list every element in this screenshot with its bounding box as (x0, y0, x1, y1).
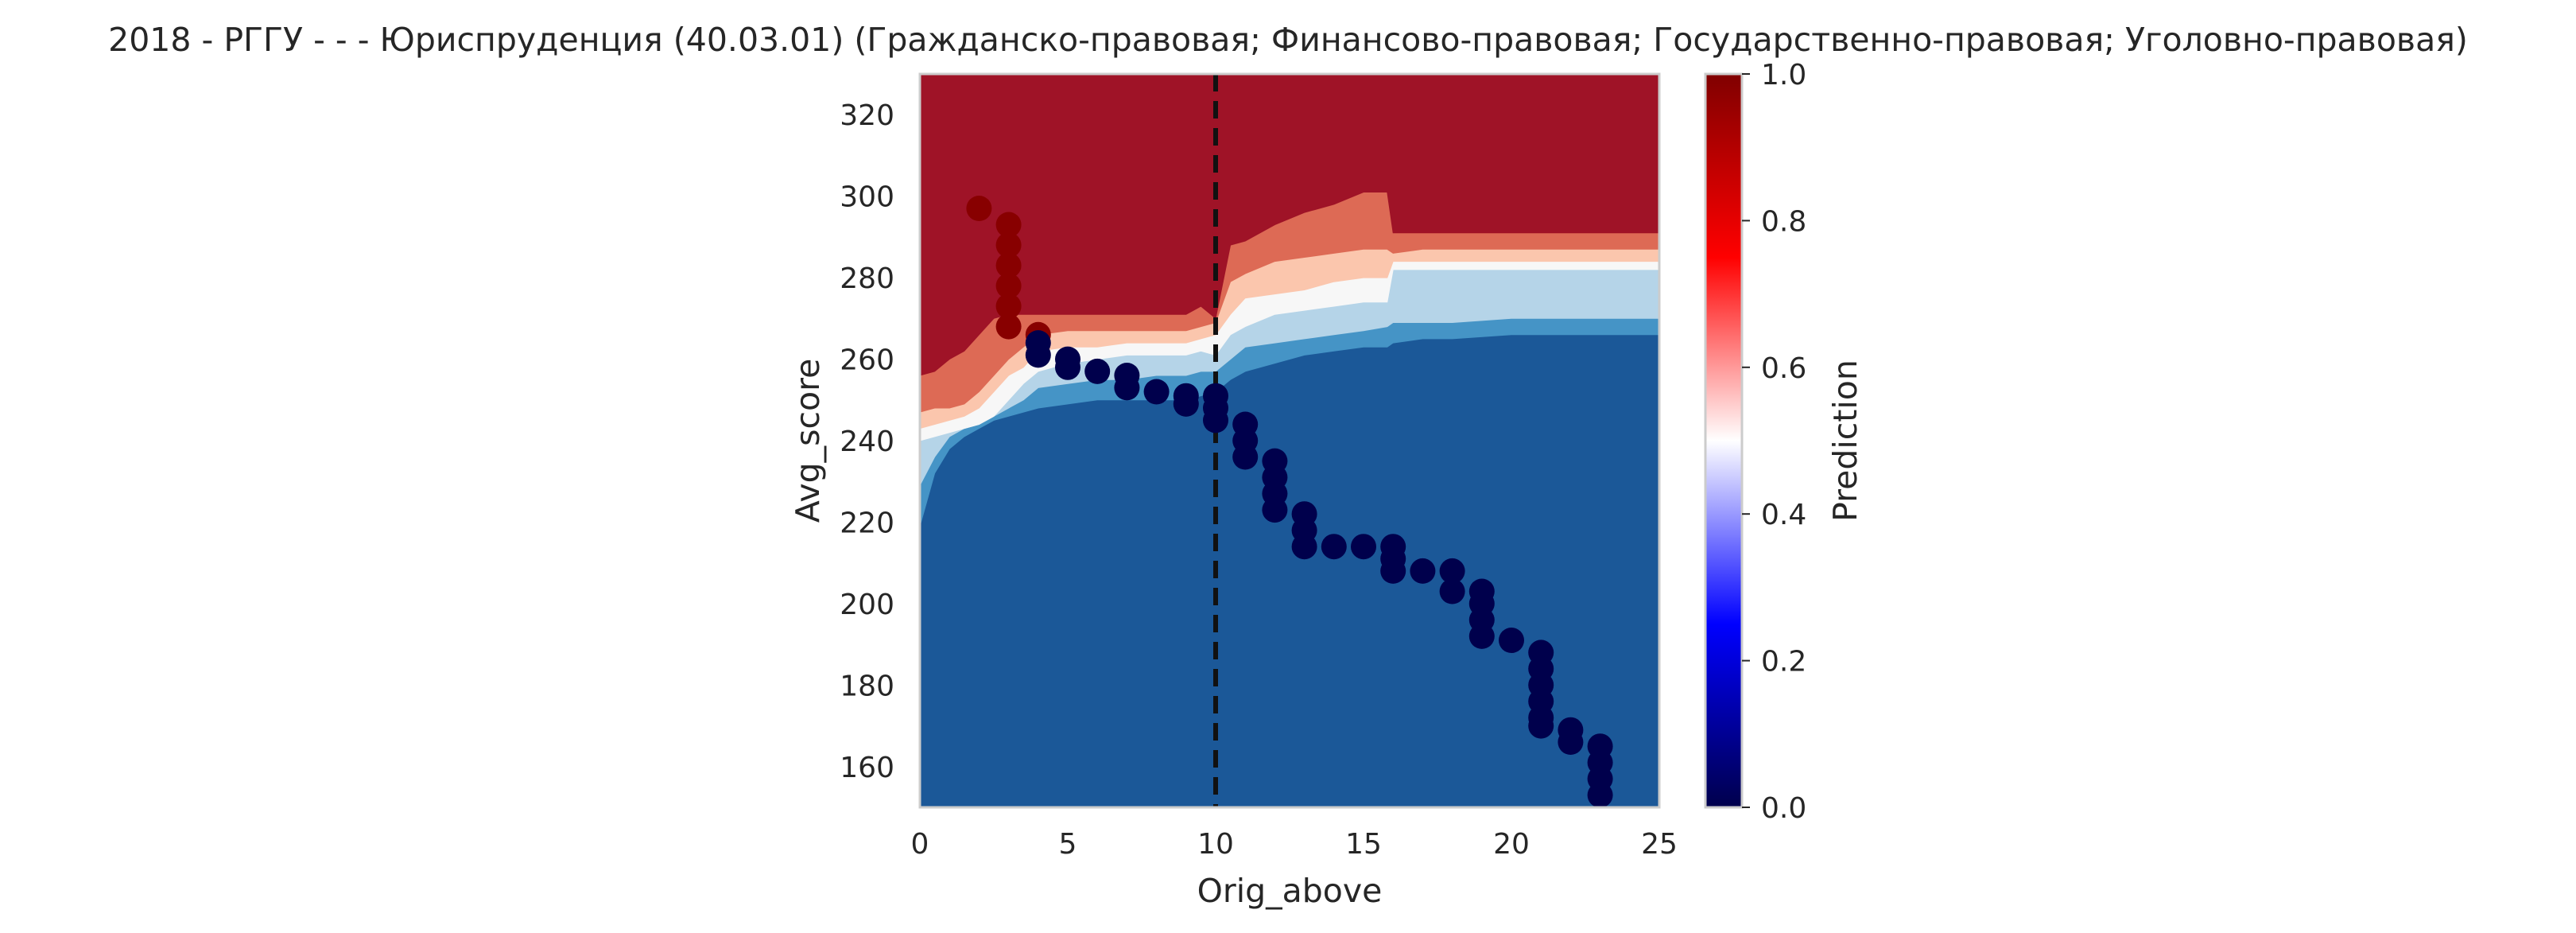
data-point (1025, 342, 1051, 368)
data-point (1203, 407, 1228, 433)
data-point (1439, 578, 1465, 605)
colorbar-tick-label: 0.6 (1761, 352, 1806, 385)
x-tick-label: 20 (1493, 828, 1530, 861)
y-tick-label: 260 (840, 344, 894, 377)
data-point (1232, 444, 1259, 470)
colorbar-ticks: 0.0 0.2 0.4 0.6 0.8 1.0 (1742, 59, 1806, 825)
data-point (1114, 375, 1140, 401)
y-axis-ticks: 160 180 200 220 240 260 280 300 320 (840, 99, 894, 784)
scatter-points (966, 196, 1613, 807)
data-point (1321, 534, 1347, 560)
data-point (1084, 358, 1111, 384)
data-point (1380, 558, 1406, 584)
colorbar-tick-label: 0.0 (1761, 792, 1806, 825)
data-point (1558, 729, 1584, 755)
y-tick-label: 320 (840, 99, 894, 132)
x-axis-label: Orig_above (1197, 872, 1383, 910)
x-tick-label: 10 (1197, 828, 1234, 861)
y-tick-label: 220 (840, 507, 894, 539)
data-point (1439, 558, 1465, 584)
data-point (1291, 534, 1317, 560)
colorbar-tick-label: 1.0 (1761, 59, 1806, 91)
x-axis-ticks: 0 5 10 15 20 25 (911, 828, 1678, 861)
colorbar-tick-label: 0.2 (1761, 646, 1806, 678)
data-point (995, 313, 1022, 340)
y-axis-label: Avg_score (789, 359, 827, 523)
y-tick-label: 180 (840, 670, 894, 702)
colorbar-label: Prediction (1826, 360, 1864, 522)
x-tick-label: 25 (1641, 828, 1678, 861)
data-point (1262, 497, 1288, 523)
data-point (1587, 782, 1613, 807)
data-point (995, 252, 1022, 278)
data-point (1173, 391, 1199, 417)
colorbar-tick-label: 0.4 (1761, 499, 1806, 531)
colorbar-gradient (1705, 74, 1742, 807)
data-point (1055, 354, 1080, 380)
data-point (1528, 713, 1554, 739)
data-point (1468, 623, 1495, 649)
data-point (1410, 558, 1436, 584)
colorbar: 0.0 0.2 0.4 0.6 0.8 1.0 Prediction (1704, 59, 1864, 825)
data-point (1351, 534, 1376, 560)
y-tick-label: 200 (840, 589, 894, 621)
y-tick-label: 300 (840, 181, 894, 214)
y-tick-label: 280 (840, 262, 894, 295)
data-point (995, 273, 1022, 299)
y-tick-label: 240 (840, 426, 894, 458)
data-point (966, 196, 992, 221)
chart-title: 2018 - РГГУ - - - Юриспруденция (40.03.0… (108, 21, 2468, 59)
colorbar-tick-label: 0.8 (1761, 205, 1806, 238)
data-point (1499, 628, 1524, 653)
x-tick-label: 0 (911, 828, 929, 861)
data-point (1143, 379, 1170, 405)
y-tick-label: 160 (840, 752, 894, 784)
data-point (995, 294, 1022, 319)
contour-band-6 (920, 74, 1659, 376)
data-point (995, 232, 1022, 259)
x-tick-label: 15 (1345, 828, 1382, 861)
x-tick-label: 5 (1059, 828, 1077, 861)
colorbar-frame (1704, 72, 1744, 809)
data-point (995, 212, 1022, 238)
plot-frame (918, 72, 1661, 809)
plot-area (920, 74, 1659, 807)
